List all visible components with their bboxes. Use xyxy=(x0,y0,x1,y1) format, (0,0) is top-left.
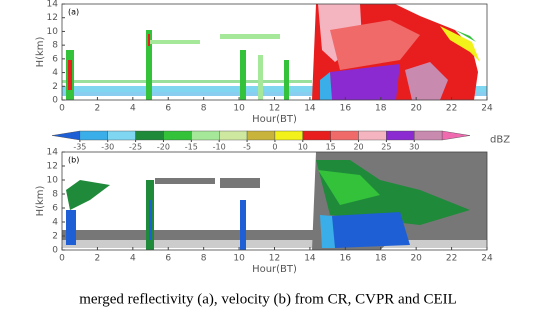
colorbar-swatch xyxy=(386,130,415,141)
x-tick-label: 14 xyxy=(304,104,316,114)
colorbar-swatch xyxy=(358,130,387,141)
colorbar-tick-label: -15 xyxy=(185,143,198,152)
y-tick-label: 14 xyxy=(47,0,59,10)
colorbar-tick-label: -35 xyxy=(73,143,86,152)
y-tick-label: 2 xyxy=(52,82,58,92)
colorbar-swatch xyxy=(79,130,108,141)
colorbar-swatch xyxy=(191,130,220,141)
x-tick-label: 18 xyxy=(375,104,387,114)
colorbar-swatch xyxy=(302,130,331,141)
x-tick-label: 4 xyxy=(130,104,136,114)
colorbar-arrow xyxy=(441,130,471,141)
x-tick-label: 4 xyxy=(130,254,136,264)
colorbar-tick-label: 15 xyxy=(326,143,336,152)
colorbar-swatch xyxy=(330,130,359,141)
colorbar-tick-label: -5 xyxy=(243,143,251,152)
x-tick-label: 6 xyxy=(165,104,171,114)
colorbar-swatch xyxy=(414,130,443,141)
x-tick-label: 10 xyxy=(233,254,245,264)
x-axis-label: Hour(BT) xyxy=(252,114,297,125)
colorbar-swatch xyxy=(135,130,164,141)
y-tick-label: 0 xyxy=(52,96,58,106)
colorbar-tick-label: 25 xyxy=(381,143,391,152)
x-tick-label: 24 xyxy=(481,104,493,114)
y-tick-label: 12 xyxy=(47,162,58,172)
x-tick-label: 12 xyxy=(269,104,280,114)
x-tick-label: 2 xyxy=(95,254,101,264)
x-tick-label: 20 xyxy=(410,254,422,264)
colorbar-tick-label: -20 xyxy=(157,143,170,152)
panel-label: (b) xyxy=(68,156,79,165)
colorbar-swatch xyxy=(107,130,136,141)
y-tick-label: 6 xyxy=(52,54,58,64)
x-tick-label: 16 xyxy=(340,254,352,264)
velocity-field xyxy=(62,152,487,250)
y-tick-label: 4 xyxy=(52,68,58,78)
x-tick-label: 24 xyxy=(481,254,493,264)
x-tick-label: 0 xyxy=(59,104,65,114)
colorbar-tick-label: -25 xyxy=(129,143,142,152)
y-tick-label: 6 xyxy=(52,204,58,214)
colorbar-arrow xyxy=(51,130,81,141)
x-tick-label: 22 xyxy=(446,254,457,264)
panel-label: (a) xyxy=(68,8,79,17)
x-tick-label: 6 xyxy=(165,254,171,264)
x-tick-label: 0 xyxy=(59,254,65,264)
colorbar-swatch xyxy=(218,130,248,141)
y-tick-label: 10 xyxy=(47,176,59,186)
colorbar-tick-label: 20 xyxy=(353,143,363,152)
colorbar-tick-label: 10 xyxy=(298,143,308,152)
y-tick-label: 12 xyxy=(47,13,58,23)
colorbar-swatch xyxy=(274,130,303,141)
x-tick-label: 22 xyxy=(446,104,457,114)
y-tick-label: 2 xyxy=(52,232,58,242)
colorbar-swatch xyxy=(246,130,276,141)
y-tick-label: 10 xyxy=(47,27,59,37)
x-tick-label: 8 xyxy=(201,104,207,114)
y-axis-label: H(km) xyxy=(35,36,46,67)
colorbar-tick-label: -10 xyxy=(213,143,226,152)
y-tick-label: 8 xyxy=(52,190,58,200)
y-axis-label: H(km) xyxy=(35,185,46,216)
reflectivity-field xyxy=(62,4,487,100)
y-tick-label: 14 xyxy=(47,148,59,158)
x-tick-label: 16 xyxy=(340,104,352,114)
x-tick-label: 18 xyxy=(375,254,387,264)
caption: merged reflectivity (a), velocity (b) fr… xyxy=(79,291,457,307)
y-tick-label: 0 xyxy=(52,246,58,256)
x-tick-label: 8 xyxy=(201,254,207,264)
x-tick-label: 12 xyxy=(269,254,280,264)
colorbar-swatch xyxy=(163,130,192,141)
colorbar-tick-label: 0 xyxy=(272,143,277,152)
colorbar-tick-label: 30 xyxy=(409,143,419,152)
x-tick-label: 2 xyxy=(95,104,101,114)
x-tick-label: 10 xyxy=(233,104,245,114)
colorbar-unit: dBZ xyxy=(490,135,510,146)
y-tick-label: 8 xyxy=(52,41,58,51)
x-tick-label: 14 xyxy=(304,254,316,264)
colorbar-tick-label: -30 xyxy=(101,143,114,152)
x-tick-label: 20 xyxy=(410,104,422,114)
y-tick-label: 4 xyxy=(52,218,58,228)
x-axis-label: Hour(BT) xyxy=(252,264,297,275)
